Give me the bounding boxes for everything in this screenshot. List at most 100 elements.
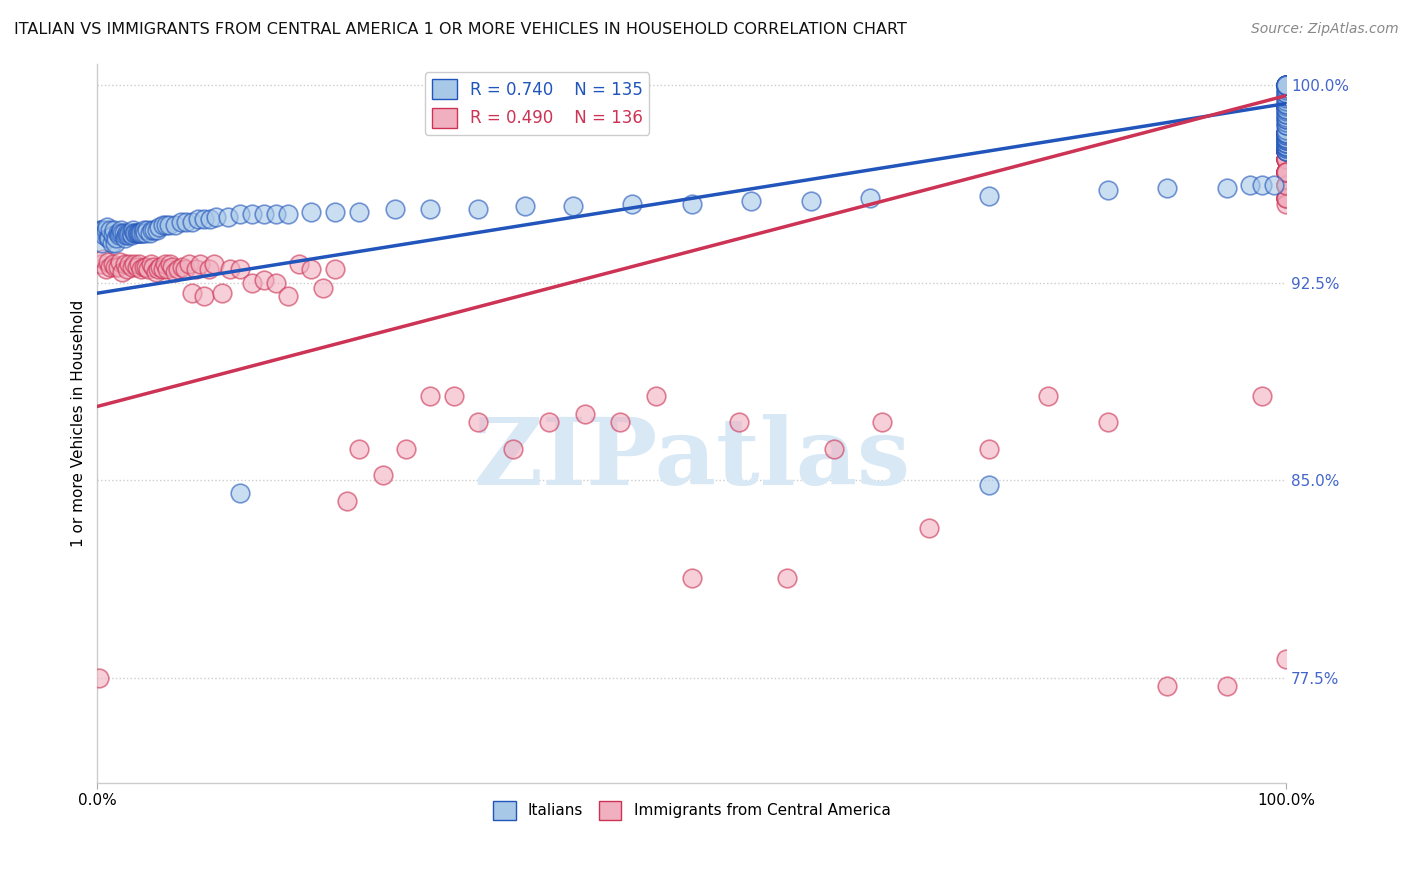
- Point: [1275, 126, 1298, 140]
- Point: [1275, 144, 1298, 158]
- Point: [97, 254, 120, 268]
- Point: [1251, 389, 1274, 403]
- Point: [152, 218, 174, 232]
- Point: [135, 260, 157, 274]
- Point: [977, 442, 1000, 456]
- Point: [112, 226, 135, 240]
- Point: [1275, 133, 1298, 147]
- Point: [1275, 78, 1298, 92]
- Point: [740, 194, 762, 208]
- Point: [202, 257, 225, 271]
- Point: [103, 223, 125, 237]
- Point: [1275, 138, 1298, 153]
- Point: [299, 204, 322, 219]
- Point: [229, 262, 252, 277]
- Point: [163, 265, 186, 279]
- Point: [211, 286, 233, 301]
- Point: [128, 226, 150, 240]
- Point: [139, 257, 162, 271]
- Point: [1275, 78, 1298, 92]
- Point: [108, 254, 131, 268]
- Point: [120, 226, 142, 240]
- Point: [121, 260, 143, 274]
- Point: [1275, 152, 1298, 166]
- Point: [131, 226, 153, 240]
- Point: [105, 231, 128, 245]
- Point: [1275, 178, 1298, 193]
- Point: [799, 194, 821, 208]
- Point: [467, 202, 489, 216]
- Point: [467, 415, 489, 429]
- Point: [107, 260, 129, 274]
- Point: [141, 223, 163, 237]
- Point: [1275, 99, 1298, 113]
- Point: [118, 257, 141, 271]
- Point: [1275, 99, 1298, 113]
- Point: [1275, 99, 1298, 113]
- Point: [149, 260, 172, 274]
- Point: [502, 442, 524, 456]
- Point: [1275, 107, 1298, 121]
- Point: [198, 262, 221, 277]
- Point: [1275, 94, 1298, 108]
- Point: [138, 226, 160, 240]
- Point: [1275, 99, 1298, 113]
- Point: [1275, 144, 1298, 158]
- Point: [181, 215, 204, 229]
- Point: [253, 273, 276, 287]
- Point: [1275, 99, 1298, 113]
- Point: [1275, 165, 1298, 179]
- Point: [1275, 165, 1298, 179]
- Point: [323, 262, 346, 277]
- Point: [125, 260, 148, 274]
- Point: [859, 191, 882, 205]
- Point: [1275, 191, 1298, 205]
- Point: [181, 286, 204, 301]
- Point: [1275, 191, 1298, 205]
- Y-axis label: 1 or more Vehicles in Household: 1 or more Vehicles in Household: [72, 300, 86, 547]
- Point: [91, 223, 114, 237]
- Point: [129, 226, 152, 240]
- Point: [1275, 91, 1298, 105]
- Point: [1275, 165, 1298, 179]
- Point: [240, 207, 263, 221]
- Point: [395, 442, 418, 456]
- Point: [98, 231, 121, 245]
- Point: [1275, 191, 1298, 205]
- Point: [1275, 126, 1298, 140]
- Point: [1275, 178, 1298, 193]
- Point: [153, 257, 176, 271]
- Point: [609, 415, 631, 429]
- Point: [1275, 107, 1298, 121]
- Point: [776, 571, 799, 585]
- Point: [870, 415, 893, 429]
- Point: [977, 188, 1000, 202]
- Point: [574, 407, 596, 421]
- Point: [1251, 178, 1274, 193]
- Point: [1275, 136, 1298, 150]
- Point: [1275, 83, 1298, 97]
- Point: [1275, 126, 1298, 140]
- Point: [122, 223, 145, 237]
- Point: [1275, 652, 1298, 666]
- Point: [142, 260, 165, 274]
- Text: Source: ZipAtlas.com: Source: ZipAtlas.com: [1251, 22, 1399, 37]
- Point: [1275, 144, 1298, 158]
- Point: [419, 389, 441, 403]
- Point: [621, 196, 644, 211]
- Point: [1275, 130, 1298, 145]
- Point: [1275, 102, 1298, 116]
- Point: [160, 260, 183, 274]
- Point: [384, 202, 406, 216]
- Point: [1275, 152, 1298, 166]
- Point: [515, 199, 537, 213]
- Point: [159, 257, 181, 271]
- Point: [1275, 144, 1298, 158]
- Point: [111, 226, 134, 240]
- Point: [217, 210, 239, 224]
- Point: [122, 226, 145, 240]
- Point: [170, 260, 193, 274]
- Point: [681, 571, 703, 585]
- Point: [187, 212, 209, 227]
- Point: [1275, 126, 1298, 140]
